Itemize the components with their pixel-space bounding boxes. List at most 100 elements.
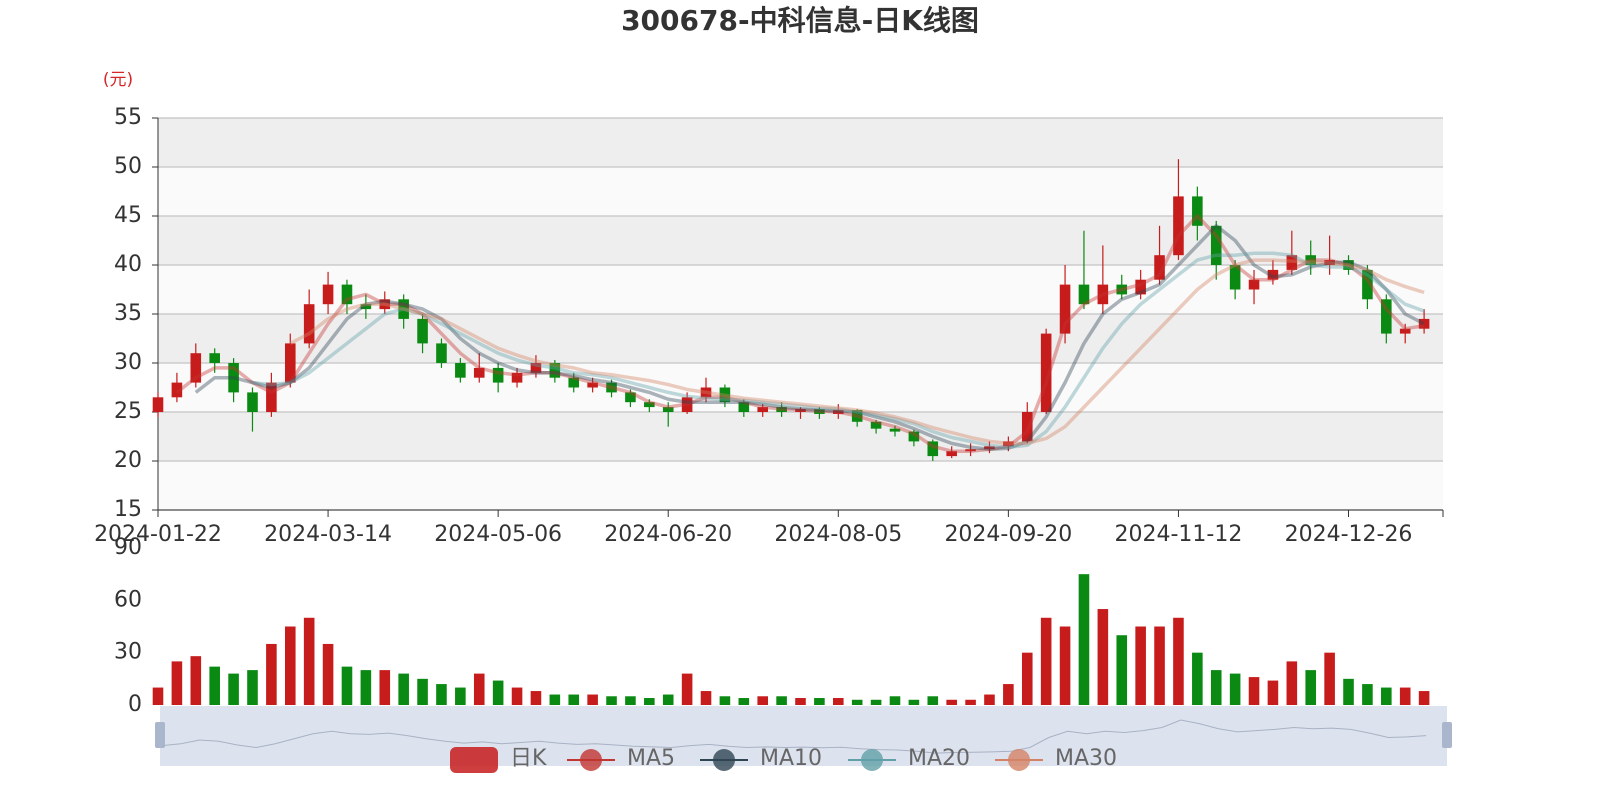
x-tick-label: 2024-09-20: [944, 522, 1072, 547]
volume-bar: [1343, 678, 1354, 705]
candle-body: [1173, 196, 1184, 256]
volume-bar: [530, 691, 542, 705]
candle-body: [965, 449, 976, 452]
volume-bar: [681, 673, 693, 705]
volume-bar: [814, 698, 825, 705]
legend-icon: [1008, 749, 1030, 771]
volume-tick-label: 0: [128, 692, 142, 717]
volume-bar: [984, 694, 995, 705]
volume-bar: [1324, 652, 1335, 705]
y-unit: (元): [103, 70, 133, 90]
volume-bar: [625, 696, 636, 705]
candle-body: [681, 397, 693, 412]
y-tick-label: 45: [114, 203, 142, 228]
volume-bar: [1021, 652, 1033, 705]
volume-bar: [738, 698, 750, 705]
grid-band: [158, 314, 1443, 363]
volume-bar: [1418, 691, 1430, 705]
volume-bar: [833, 698, 844, 705]
candle-body: [436, 343, 447, 363]
volume-bar: [1229, 673, 1241, 705]
chart-title: 300678-中科信息-日K线图: [621, 4, 979, 37]
candle-body: [1362, 269, 1373, 300]
volume-bar: [379, 670, 391, 705]
candle-body: [1229, 265, 1241, 290]
legend-icon: [713, 749, 735, 771]
legend-label: MA10: [760, 746, 822, 771]
x-tick-label: 2024-05-06: [434, 522, 562, 547]
candle-body: [1286, 255, 1298, 270]
volume-bar: [284, 626, 296, 705]
ma-line: [252, 251, 1425, 450]
candle-body: [1059, 284, 1071, 334]
volume-bar: [1210, 670, 1222, 705]
volume-bar: [1381, 687, 1392, 705]
candle-body: [1210, 225, 1222, 265]
volume-bar: [889, 696, 901, 705]
volume-bar: [1078, 574, 1090, 705]
volume-bar: [795, 698, 806, 705]
y-tick-label: 30: [114, 350, 142, 375]
volume-bar: [1116, 635, 1128, 705]
candle-body: [927, 441, 939, 457]
x-tick-label: 2024-12-26: [1285, 522, 1413, 547]
volume-bar: [870, 699, 882, 705]
candle-body: [473, 367, 485, 378]
volume-bar: [360, 670, 372, 705]
candle-body: [209, 353, 220, 363]
slider-handle[interactable]: [1442, 722, 1452, 748]
volume-bar: [417, 678, 428, 705]
y-tick-label: 25: [114, 399, 142, 424]
ma-line: [175, 214, 1425, 453]
candle-body: [417, 318, 428, 344]
y-tick-label: 15: [114, 497, 142, 522]
volume-bar: [398, 673, 409, 705]
legend-icon: [861, 749, 883, 771]
slider-handle[interactable]: [155, 722, 165, 748]
volume-bar: [266, 643, 277, 705]
candle-body: [851, 410, 863, 422]
volume-bar: [587, 694, 598, 705]
candle-body: [1305, 255, 1317, 265]
candle-body: [1021, 412, 1033, 442]
zoom-slider[interactable]: [160, 706, 1447, 766]
volume-bar: [1097, 609, 1109, 705]
candle-body: [1116, 284, 1128, 295]
volume-bar: [152, 687, 164, 705]
candle-body: [1040, 333, 1052, 412]
ma-line: [289, 258, 1425, 446]
ma-line: [194, 224, 1425, 451]
candle-body: [757, 407, 768, 412]
candle-body: [1399, 328, 1411, 334]
x-tick-label: 2024-08-05: [774, 522, 902, 547]
candle-body: [644, 402, 655, 408]
volume-bar: [757, 696, 768, 705]
candle-body: [228, 363, 239, 393]
grid-band: [158, 118, 1443, 167]
candle-body: [455, 363, 466, 378]
volume-bar: [1305, 670, 1317, 705]
volume-bar: [322, 643, 334, 705]
slider-preview: [161, 719, 1427, 754]
volume-bar: [436, 684, 447, 705]
candle-body: [870, 421, 882, 429]
candle-body: [1418, 318, 1430, 329]
candle-body: [587, 382, 598, 388]
candle-body: [190, 353, 202, 383]
grid-band: [158, 412, 1443, 461]
candle-body: [152, 397, 164, 412]
candle-body: [247, 392, 258, 412]
volume-bar: [927, 696, 939, 705]
volume-tick-label: 30: [114, 640, 142, 665]
volume-bar: [209, 666, 220, 705]
candle-body: [341, 284, 353, 305]
volume-bar: [1192, 652, 1203, 705]
volume-bar: [606, 696, 617, 705]
volume-bar: [965, 699, 976, 705]
volume-bar: [228, 673, 239, 705]
candle-body: [530, 363, 542, 373]
volume-bar: [473, 673, 485, 705]
volume-bar: [171, 661, 183, 705]
candle-body: [322, 284, 334, 305]
volume-tick-label: 60: [114, 587, 142, 612]
